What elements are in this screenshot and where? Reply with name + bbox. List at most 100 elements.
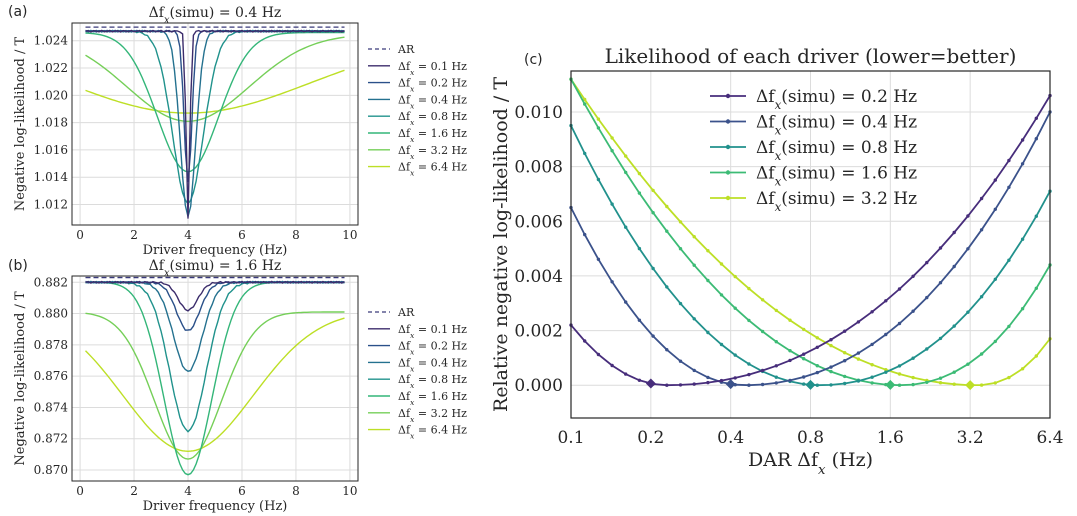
- data-point: [911, 274, 915, 278]
- legend-label-part: Δf: [398, 161, 411, 174]
- x-tick-label: 0: [76, 228, 84, 242]
- data-point: [774, 340, 778, 344]
- y-tick-label: 0.006: [514, 212, 563, 232]
- data-point: [993, 381, 997, 385]
- data-point: [583, 232, 587, 237]
- data-point: [870, 342, 874, 347]
- legend-label-part: Δf: [756, 87, 776, 107]
- data-point: [760, 329, 765, 334]
- legend-marker: [725, 119, 731, 124]
- data-point: [733, 353, 737, 357]
- data-point: [706, 330, 710, 335]
- x-tick-label: 8: [292, 228, 300, 242]
- data-point: [665, 204, 669, 209]
- legend-label-sub: x: [410, 135, 415, 144]
- legend-label-sub: x: [775, 175, 782, 189]
- x-tick-label: 0.8: [797, 428, 824, 448]
- legend-label: Δfx(simu) = 0.2 Hz: [756, 87, 917, 112]
- legend-label-sub: x: [410, 381, 415, 390]
- legend-label: Δfx = 0.8 Hz: [398, 373, 467, 390]
- data-point: [760, 298, 765, 302]
- legend-label-part: Δf: [756, 113, 776, 133]
- x-tick-label: 0.1: [557, 428, 584, 448]
- legend-label-sub: x: [410, 364, 415, 373]
- data-point: [829, 383, 833, 387]
- legend-label-sub: x: [410, 101, 415, 110]
- x-axis-label: Driver frequency (Hz): [143, 499, 288, 514]
- data-point: [596, 257, 601, 261]
- data-point: [624, 300, 628, 304]
- legend-label-sub: x: [410, 414, 415, 423]
- legend-label-part: = 0.2 Hz: [414, 77, 467, 90]
- data-point: [774, 364, 778, 368]
- x-tick-label: 2: [130, 228, 138, 242]
- x-tick-label: 6: [238, 484, 246, 498]
- data-point: [884, 299, 888, 303]
- data-point: [911, 309, 915, 313]
- legend-label: Δfx = 0.4 Hz: [398, 356, 467, 373]
- legend-label-part: (simu) = 3.2 Hz: [781, 189, 917, 209]
- chart-title-sub: x: [164, 268, 170, 279]
- data-point: [692, 317, 696, 321]
- legend-label: Δfx = 6.4 Hz: [398, 161, 467, 178]
- x-tick-label: 10: [342, 484, 357, 498]
- legend-label-part: Δf: [398, 356, 411, 369]
- legend-marker: [725, 144, 731, 150]
- data-point: [637, 318, 642, 322]
- legend-label: Δfx = 1.6 Hz: [398, 390, 467, 407]
- data-point: [1007, 185, 1011, 189]
- data-point: [774, 308, 778, 313]
- x-tick-label: 0: [76, 484, 84, 498]
- data-point: [719, 293, 724, 297]
- data-point: [747, 318, 751, 323]
- y-tick-label: 0.002: [514, 322, 563, 342]
- data-point: [760, 382, 765, 387]
- data-point: [856, 357, 861, 361]
- legend-label-sub: x: [410, 398, 415, 407]
- legend-label-sub: x: [775, 124, 782, 138]
- data-point: [596, 126, 601, 130]
- data-point: [966, 362, 970, 366]
- legend-label-sub: x: [410, 347, 415, 356]
- x-axis-label-sub: x: [818, 463, 826, 478]
- data-point: [719, 342, 724, 347]
- data-point: [911, 356, 915, 360]
- data-point: [843, 329, 847, 333]
- data-point: [665, 348, 669, 352]
- data-point: [733, 274, 737, 279]
- data-point: [1020, 307, 1025, 311]
- series-line: [85, 29, 345, 206]
- panel-b: 0 2 4 6 8 10 0.870 0.872 0.874 0.876 0.878 0.880 0.8…: [8, 258, 467, 514]
- legend-label-part: (simu) = 0.2 Hz: [781, 87, 917, 107]
- data-point: [747, 383, 751, 387]
- data-point: [829, 343, 833, 348]
- data-point: [651, 266, 655, 271]
- legend-label-part: (simu) = 0.4 Hz: [781, 113, 917, 133]
- y-tick-label: 0.882: [34, 275, 68, 289]
- y-tick-label: 0.010: [514, 103, 563, 123]
- data-point: [815, 364, 819, 368]
- data-point: [692, 368, 696, 373]
- data-point: [979, 383, 984, 387]
- data-point: [1020, 367, 1025, 371]
- data-point: [952, 230, 956, 235]
- data-point: [610, 202, 614, 206]
- y-tick-label: 0.008: [514, 158, 563, 178]
- data-point: [870, 310, 874, 314]
- legend-label: Δfx = 3.2 Hz: [398, 407, 467, 424]
- data-point: [856, 379, 861, 383]
- legend-label: Δfx(simu) = 0.8 Hz: [756, 138, 917, 163]
- data-point: [774, 381, 778, 385]
- data-point: [692, 235, 696, 239]
- legend-marker: [725, 170, 731, 175]
- data-point: [637, 191, 642, 195]
- y-tick-label: 1.020: [34, 88, 68, 102]
- panel-c: 0.1 0.2 0.4 0.8 1.6 3.2 6.4 0.000 0.002 0.004 0.00…: [490, 44, 1064, 478]
- data-point: [802, 352, 806, 356]
- series-line: [85, 281, 345, 476]
- data-point: [938, 336, 943, 341]
- data-point: [952, 370, 956, 374]
- y-tick-label: 1.024: [34, 34, 69, 48]
